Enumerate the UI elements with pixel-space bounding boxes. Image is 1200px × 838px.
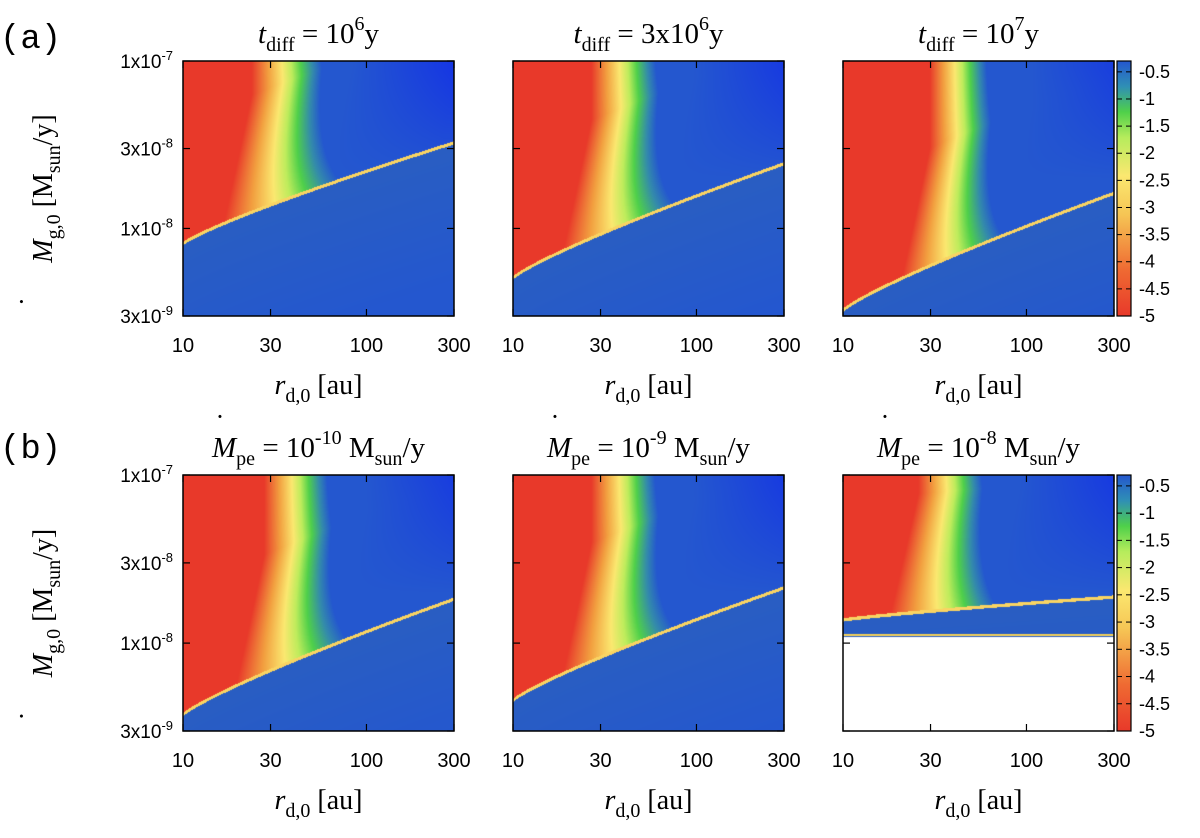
plot-frame xyxy=(182,60,455,317)
heatmap-panel-6: 10 30 100 300 Mpe = 10-8 Msun/y· rd,0 [au] xyxy=(832,402,1131,822)
heatmap-panel-4: 10 30 100 300 1x10-7 3x10-8 1x10-8 3x10-9 Mpe = … xyxy=(7,402,471,822)
heatmap-image xyxy=(183,61,454,316)
colorbar-tick-label: -3 xyxy=(1139,612,1155,632)
colorbar-tick-label: -1.5 xyxy=(1139,116,1170,136)
x-tick-label: 10 xyxy=(172,750,194,772)
x-axis-label: rd,0 [au] xyxy=(275,785,363,822)
y-axis-label: Mg,0 [Msun/y] xyxy=(28,114,65,263)
x-tick-label: 100 xyxy=(350,750,383,772)
x-tick-label: 300 xyxy=(1097,335,1130,357)
panel-title: tdiff = 107y xyxy=(918,13,1039,56)
colorbar-tick-label: -1 xyxy=(1139,503,1155,523)
heatmap-panel-1: 10 30 100 300 1x10-7 3x10-8 1x10-8 3x10-9 tdiff … xyxy=(7,13,471,407)
heatmap-image xyxy=(513,61,784,316)
x-tick-label: 100 xyxy=(350,335,383,357)
x-axis-label: rd,0 [au] xyxy=(605,785,693,822)
y-tick-label: 3x10-8 xyxy=(120,136,173,161)
plot-frame xyxy=(842,60,1115,317)
panel-title: Mpe = 10-8 Msun/y xyxy=(876,427,1080,470)
panel-title: Mpe = 10-10 Msun/y xyxy=(211,427,425,470)
plot-frame xyxy=(512,60,785,317)
colorbar-tick-label: -3.5 xyxy=(1139,639,1170,659)
x-tick-label: 10 xyxy=(502,750,524,772)
x-tick-label: 30 xyxy=(589,335,611,357)
colorbar-gradient xyxy=(1117,475,1131,731)
overdot: · xyxy=(7,297,36,306)
x-tick-label: 30 xyxy=(259,335,281,357)
plot-frame xyxy=(842,474,1115,732)
overdot: · xyxy=(881,402,890,431)
plot-frame xyxy=(512,474,785,732)
y-tick-label: 3x10-8 xyxy=(120,550,173,575)
x-tick-label: 100 xyxy=(680,750,713,772)
colorbar-tick-label: -4.5 xyxy=(1139,279,1170,299)
overdot: · xyxy=(7,712,36,721)
overdot: · xyxy=(216,402,225,431)
y-tick-label: 1x10-7 xyxy=(120,462,173,487)
x-tick-label: 10 xyxy=(832,750,854,772)
x-axis-label: rd,0 [au] xyxy=(275,370,363,407)
colorbar-frame xyxy=(1116,474,1132,732)
colorbar-tick-label: -1.5 xyxy=(1139,530,1170,550)
heatmap-panel-3: 10 30 100 300 tdiff = 107y rd,0 [au] xyxy=(832,13,1131,407)
colorbar-tick-label: -1 xyxy=(1139,89,1155,109)
x-tick-label: 300 xyxy=(1097,750,1130,772)
colorbar-tick-label: -0.5 xyxy=(1139,62,1170,82)
colorbar-tick-label: -3 xyxy=(1139,197,1155,217)
colorbar-tick-label: -4 xyxy=(1139,252,1155,272)
x-tick-label: 300 xyxy=(767,335,800,357)
row-label: (a) xyxy=(0,21,61,59)
colorbar-tick-label: -5 xyxy=(1139,306,1155,326)
x-tick-label: 30 xyxy=(919,335,941,357)
y-axis-label: Mg,0 [Msun/y] xyxy=(28,529,65,678)
overdot: · xyxy=(551,402,560,431)
x-tick-label: 10 xyxy=(502,335,524,357)
x-tick-label: 100 xyxy=(680,335,713,357)
colorbar-tick-label: -2 xyxy=(1139,143,1155,163)
x-tick-label: 30 xyxy=(259,750,281,772)
colorbar-tick-label: -2 xyxy=(1139,558,1155,578)
y-tick-label: 3x10-9 xyxy=(120,718,173,743)
panel-title: tdiff = 106y xyxy=(258,13,379,56)
x-tick-label: 300 xyxy=(767,750,800,772)
heatmap-image xyxy=(843,475,1114,731)
y-tick-label: 3x10-9 xyxy=(120,303,173,328)
colorbar-tick-label: -2.5 xyxy=(1139,585,1170,605)
x-axis-label: rd,0 [au] xyxy=(605,370,693,407)
row-label: (b) xyxy=(0,431,61,469)
x-tick-label: 100 xyxy=(1010,335,1043,357)
colorbar-tick-label: -2.5 xyxy=(1139,170,1170,190)
heatmap-image xyxy=(183,475,454,731)
panel-title: tdiff = 3x106y xyxy=(574,13,724,56)
colorbar-tick-label: -0.5 xyxy=(1139,476,1170,496)
heatmap-panel-2: 10 30 100 300 tdiff = 3x106y rd,0 [au] xyxy=(502,13,801,407)
x-axis-label: rd,0 [au] xyxy=(935,370,1023,407)
plot-frame xyxy=(182,474,455,732)
x-tick-label: 30 xyxy=(919,750,941,772)
colorbar-tick-label: -4 xyxy=(1139,667,1155,687)
y-tick-label: 1x10-7 xyxy=(120,48,173,73)
y-tick-label: 1x10-8 xyxy=(120,630,173,655)
heatmap-image xyxy=(843,61,1114,316)
colorbar-tick-label: -3.5 xyxy=(1139,225,1170,245)
x-tick-label: 10 xyxy=(832,335,854,357)
x-tick-label: 10 xyxy=(172,335,194,357)
colorbar-frame xyxy=(1116,60,1132,317)
colorbar-tick-label: -4.5 xyxy=(1139,694,1170,714)
y-tick-label: 1x10-8 xyxy=(120,215,173,240)
x-tick-label: 30 xyxy=(589,750,611,772)
x-tick-label: 300 xyxy=(437,335,470,357)
heatmap-panel-5: 10 30 100 300 Mpe = 10-9 Msun/y· rd,0 [au] xyxy=(502,402,801,822)
x-tick-label: 100 xyxy=(1010,750,1043,772)
colorbar: -0.5 -1 -1.5 -2 -2.5 -3 -3.5 -4 -4.5 -5 xyxy=(1116,474,1170,741)
colorbar-gradient xyxy=(1117,61,1131,316)
heatmap-image xyxy=(513,475,784,731)
panel-title: Mpe = 10-9 Msun/y xyxy=(546,427,750,470)
x-axis-label: rd,0 [au] xyxy=(935,785,1023,822)
colorbar-tick-label: -5 xyxy=(1139,721,1155,741)
colorbar: -0.5 -1 -1.5 -2 -2.5 -3 -3.5 -4 -4.5 -5 xyxy=(1116,60,1170,326)
x-tick-label: 300 xyxy=(437,750,470,772)
